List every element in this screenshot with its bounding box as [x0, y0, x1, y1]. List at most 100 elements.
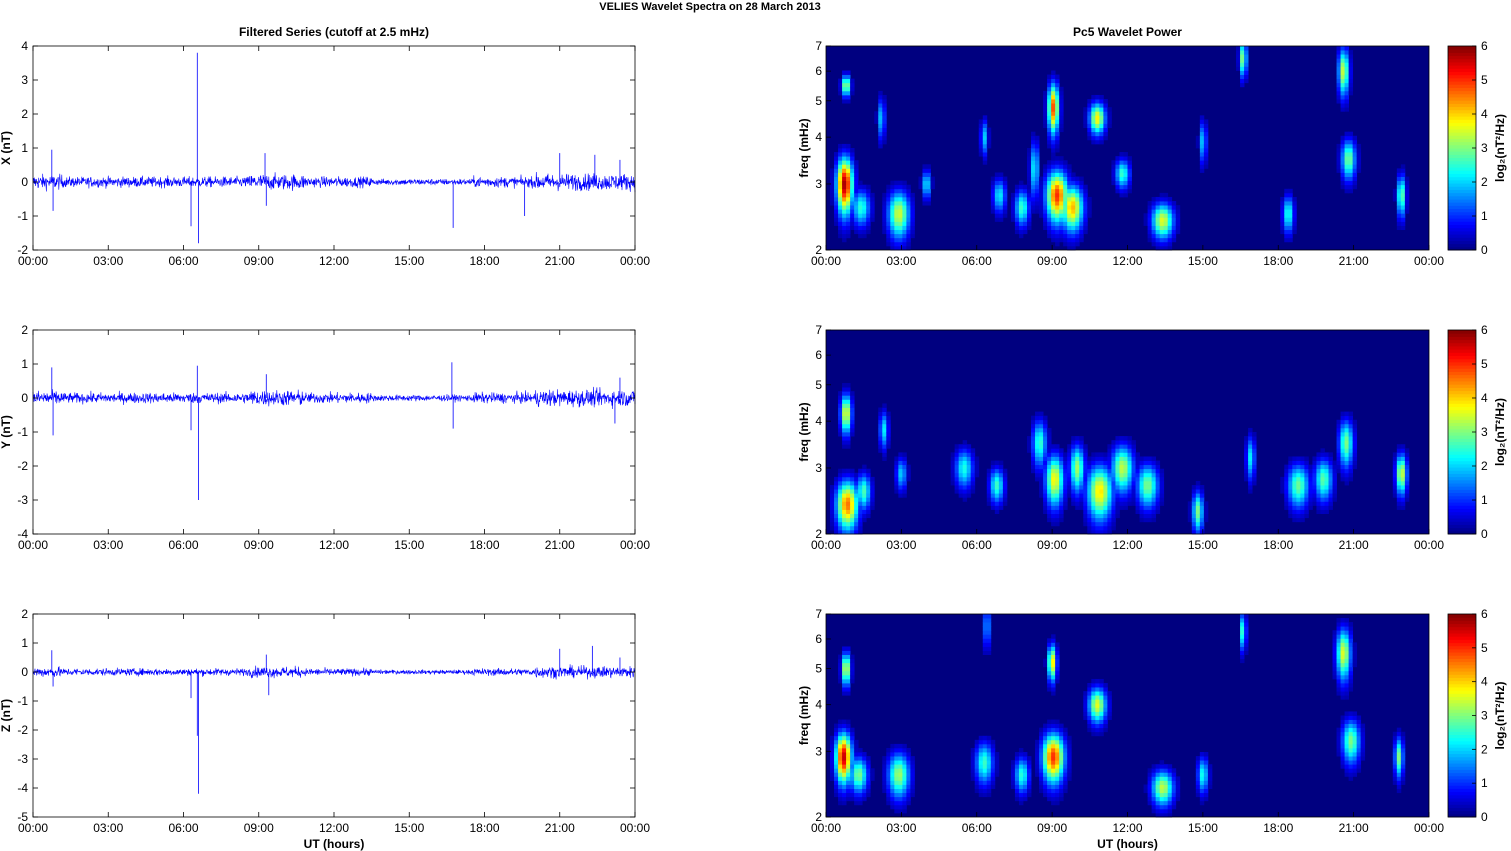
x-tick-label: 09:00: [1037, 538, 1067, 552]
heatmap-cells: [830, 46, 1410, 251]
x-tick-label: 18:00: [1263, 254, 1293, 268]
y-tick-label: -1: [17, 209, 28, 223]
y-tick-label: 3: [815, 461, 822, 475]
x-tick-label: 15:00: [1188, 538, 1218, 552]
colorbar-label: log₂(nT²/Hz): [1493, 114, 1507, 182]
colorbar-label: log₂(nT²/Hz): [1493, 682, 1507, 750]
x-tick-label: 00:00: [1414, 821, 1444, 835]
x-tick-label: 18:00: [469, 821, 499, 835]
colorbar-tick-label: 5: [1481, 641, 1488, 655]
y-tick-label: 5: [815, 94, 822, 108]
y-tick-label: 2: [21, 607, 28, 621]
x-tick-label: 09:00: [244, 538, 274, 552]
x-tick-label: 06:00: [962, 821, 992, 835]
colorbar-tick-label: 0: [1481, 243, 1488, 257]
colorbar-tick-label: 5: [1481, 357, 1488, 371]
x-tick-label: 21:00: [545, 821, 575, 835]
colorbar-tick-label: 4: [1481, 107, 1488, 121]
x-axis-label: UT (hours): [1097, 837, 1158, 851]
y-axis-label: Y (nT): [0, 415, 13, 449]
y-tick-label: 0: [21, 391, 28, 405]
x-tick-label: 06:00: [168, 254, 198, 268]
y-tick-label: 7: [815, 323, 822, 337]
x-tick-label: 00:00: [620, 821, 650, 835]
colorbar-tick-label: 2: [1481, 175, 1488, 189]
y-tick-label: -1: [17, 425, 28, 439]
x-tick-label: 03:00: [886, 254, 916, 268]
colorbar-tick-label: 3: [1481, 709, 1488, 723]
x-tick-label: 21:00: [1339, 821, 1369, 835]
panel-title: Pc5 Wavelet Power: [1073, 25, 1182, 39]
colorbar-tick-label: 6: [1481, 607, 1488, 621]
x-tick-label: 00:00: [18, 821, 48, 835]
x-tick-label: 15:00: [394, 821, 424, 835]
colorbar: 0 1 2 3 4 5 6 log₂(nT²/Hz): [1447, 607, 1507, 824]
colorbar-tick-label: 1: [1481, 209, 1488, 223]
x-tick-label: 18:00: [469, 538, 499, 552]
colorbar: 0 1 2 3 4 5 6 log₂(nT²/Hz): [1447, 39, 1507, 257]
x-tick-label: 00:00: [811, 254, 841, 268]
y-tick-label: -3: [17, 493, 28, 507]
heatmap-background: [826, 614, 1429, 817]
x-tick-label: 15:00: [394, 538, 424, 552]
y-tick-label: 4: [815, 414, 822, 428]
colorbar-tick-label: 4: [1481, 675, 1488, 689]
x-tick-label: 03:00: [93, 821, 123, 835]
x-tick-label: 00:00: [18, 538, 48, 552]
y-tick-label: 6: [815, 348, 822, 362]
x-tick-label: 03:00: [886, 538, 916, 552]
y-axis-label: X (nT): [0, 131, 13, 165]
colorbar-tick-label: 3: [1481, 141, 1488, 155]
y-tick-label: 4: [815, 130, 822, 144]
heatmap-background: [826, 46, 1429, 250]
y-tick-label: 0: [21, 665, 28, 679]
signal-trace: [32, 386, 636, 410]
y-tick-label: 3: [815, 744, 822, 758]
colorbar: 0 1 2 3 4 5 6 log₂(nT²/Hz): [1447, 323, 1507, 541]
y-tick-label: -2: [17, 723, 28, 737]
y-tick-label: 3: [21, 73, 28, 87]
x-tick-label: 18:00: [1263, 538, 1293, 552]
colorbar-tick-label: 1: [1481, 493, 1488, 507]
y-tick-label: 2: [815, 810, 822, 824]
colorbar-tick-label: 2: [1481, 742, 1488, 756]
x-tick-label: 18:00: [1263, 821, 1293, 835]
signal-trace: [32, 664, 636, 680]
x-tick-label: 21:00: [545, 254, 575, 268]
x-tick-label: 09:00: [1037, 254, 1067, 268]
y-tick-label: 0: [21, 175, 28, 189]
x-tick-label: 21:00: [1339, 538, 1369, 552]
y-tick-label: -1: [17, 694, 28, 708]
figure-suptitle: VELIES Wavelet Spectra on 28 March 2013: [599, 1, 821, 13]
colorbar-tick-label: 2: [1481, 459, 1488, 473]
x-tick-label: 00:00: [1414, 538, 1444, 552]
x-tick-label: 15:00: [1188, 821, 1218, 835]
colorbar-tick-label: 4: [1481, 391, 1488, 405]
x-tick-label: 06:00: [962, 254, 992, 268]
y-tick-label: -4: [17, 781, 28, 795]
y-tick-label: 5: [815, 378, 822, 392]
y-tick-label: 3: [815, 177, 822, 191]
axes-frame: [32, 329, 636, 535]
x-tick-label: 00:00: [1414, 254, 1444, 268]
line-panel-z: -5 -4 -3 -2 -1 0 1 2 00:00 03:00 06:00 09:00 12:00 15…: [0, 607, 650, 851]
y-tick-label: 1: [21, 357, 28, 371]
y-tick-label: -2: [17, 459, 28, 473]
y-tick-label: 2: [21, 107, 28, 121]
x-tick-label: 12:00: [319, 538, 349, 552]
line-panel-x: -2 -1 0 1 2 3 4 00:00 03:00 06:00 09:00 12:00 15:00 1…: [0, 25, 650, 268]
y-axis-label: freq (mHz): [797, 686, 811, 745]
x-tick-label: 21:00: [545, 538, 575, 552]
colorbar-tick-label: 3: [1481, 425, 1488, 439]
y-tick-label: 1: [21, 141, 28, 155]
y-tick-label: 6: [815, 64, 822, 78]
x-tick-label: 06:00: [962, 538, 992, 552]
colorbar-tick-label: 5: [1481, 73, 1488, 87]
y-tick-label: 4: [21, 39, 28, 53]
x-tick-label: 21:00: [1339, 254, 1369, 268]
colorbar-tick-label: 6: [1481, 323, 1488, 337]
x-tick-label: 09:00: [244, 254, 274, 268]
y-axis-label: freq (mHz): [797, 118, 811, 177]
wavelet-panel-1: 2 3 4 5 6 7 00:00 03:00 06:00 09:00 12:00 15:00 18:0…: [797, 25, 1507, 268]
